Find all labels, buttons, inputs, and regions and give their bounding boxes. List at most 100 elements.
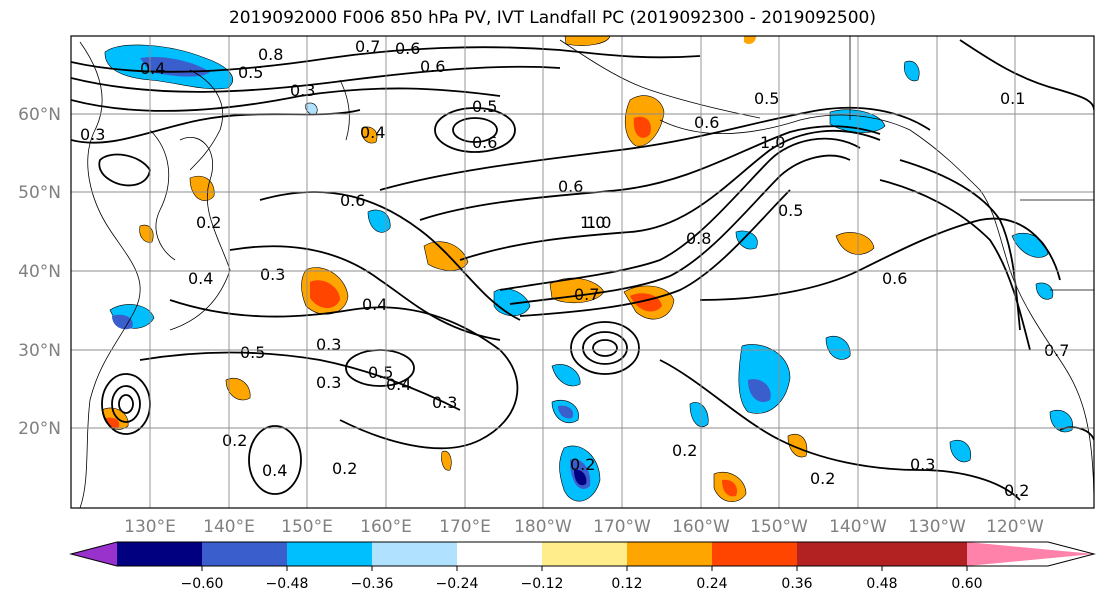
contour-label: 0.2 xyxy=(672,441,697,460)
contour-label: 0.4 xyxy=(362,295,387,314)
contour-28 xyxy=(248,425,302,495)
contour-label: 1.0 xyxy=(580,213,605,232)
colorbar-extend-right xyxy=(967,542,1094,566)
contour-24 xyxy=(659,359,1021,501)
lon-label: 130°W xyxy=(908,517,966,537)
contour-10 xyxy=(499,137,861,291)
colorbar-segment xyxy=(287,542,372,566)
contour-label: 0.3 xyxy=(290,81,315,100)
colorbar-segment xyxy=(457,542,542,566)
contour-label: 0.1 xyxy=(1000,89,1025,108)
contour-label: 0.7 xyxy=(355,37,380,56)
shade-neg-12 xyxy=(689,402,709,428)
pv-shading-layer xyxy=(101,36,1073,502)
contour-label: 0.8 xyxy=(258,45,283,64)
contour-label: 0.6 xyxy=(340,191,365,210)
colorbar-tick-label: −0.60 xyxy=(181,576,224,592)
graticule-layer xyxy=(71,36,1094,508)
colorbar-tick-labels: −0.60 −0.48 −0.36 −0.24 −0.12 0.12 0.24 … xyxy=(181,576,983,592)
contour-label: 0.6 xyxy=(558,177,583,196)
lon-label: 160°W xyxy=(672,517,730,537)
contour-label: 0.8 xyxy=(686,229,711,248)
lat-label: 60°N xyxy=(18,105,61,125)
shade-pos-3 xyxy=(189,176,215,201)
shade-neg-13-core xyxy=(574,469,587,486)
lon-label: 130°E xyxy=(124,517,176,537)
contour-label: 0.3 xyxy=(316,335,341,354)
contour-label: 0.6 xyxy=(694,113,719,132)
contour-label: 0.2 xyxy=(196,213,221,232)
na-west-coast xyxy=(659,114,1094,508)
contour-label: 0.2 xyxy=(222,431,247,450)
lon-label: 140°W xyxy=(829,517,887,537)
colorbar-segment xyxy=(797,542,882,566)
lon-label: 160°E xyxy=(360,517,412,537)
shade-neg-8 xyxy=(551,364,581,387)
colorbar-outline xyxy=(69,541,1096,567)
contour-label: 0.3 xyxy=(910,455,935,474)
contour-label: 0.6 xyxy=(420,57,445,76)
colorbar-segment xyxy=(627,542,712,566)
contour-16 xyxy=(139,351,461,411)
colorbar-tick-label: 0.60 xyxy=(951,576,982,592)
colorbar-segment-last xyxy=(882,542,967,566)
colorbar-segment xyxy=(372,542,457,566)
lat-label: 30°N xyxy=(18,341,61,361)
lat-label: 50°N xyxy=(18,183,61,203)
shade-pos-2-core xyxy=(633,116,651,138)
shade-neg-15 xyxy=(1035,282,1054,300)
kamchatka-coast xyxy=(339,79,350,141)
contour-label: 0.2 xyxy=(810,469,835,488)
colorbar-segment xyxy=(712,542,797,566)
contour-label: 1.0 xyxy=(586,213,611,232)
lon-label: 120°W xyxy=(986,517,1044,537)
colorbar-tick-label: 0.24 xyxy=(696,576,727,592)
contour-11 xyxy=(509,154,851,305)
contour-12 xyxy=(519,189,791,317)
contour-label: 0.3 xyxy=(316,373,341,392)
colorbar-extend-left xyxy=(71,542,117,566)
contour-14 xyxy=(229,245,501,341)
contour-label: 0.5 xyxy=(472,97,497,116)
coastline-layer xyxy=(79,36,1094,508)
colorbar-tick-label: −0.12 xyxy=(521,576,564,592)
contour-25 xyxy=(699,217,1061,301)
map-frame xyxy=(70,35,1095,509)
sakhalin-coast xyxy=(189,69,224,171)
contour-22 xyxy=(111,385,141,423)
shade-pos-16 xyxy=(744,36,756,44)
contour-08 xyxy=(419,125,881,221)
shade-pos-4 xyxy=(423,241,469,271)
contour-30 xyxy=(98,153,151,187)
lat-label-group: 60°N 50°N 40°N 30°N 20°N xyxy=(18,105,61,439)
colorbar-tick-label: 0.12 xyxy=(611,576,642,592)
lon-label: 150°W xyxy=(750,517,808,537)
shade-neg-3 xyxy=(904,60,920,82)
shade-neg-11 xyxy=(825,336,851,360)
contour-label: 0.6 xyxy=(395,39,420,58)
contour-label-layer: 0.8 0.7 0.6 0.4 0.5 0.3 0.6 0.5 0.6 0.6 … xyxy=(80,37,1069,500)
map-title: 2019092000 F006 850 hPa PV, IVT Landfall… xyxy=(228,8,876,28)
contour-label: 0.4 xyxy=(140,59,165,78)
lon-label: 170°W xyxy=(593,517,651,537)
shade-pos-5-core xyxy=(310,280,340,309)
lon-label: 140°E xyxy=(203,517,255,537)
contour-label: 0.5 xyxy=(368,363,393,382)
shade-pos-8 xyxy=(835,232,875,255)
pv-contour-layer xyxy=(71,39,1094,501)
contour-03 xyxy=(71,87,501,112)
contour-label: 0.5 xyxy=(238,63,263,82)
alaska-north-coast xyxy=(559,39,761,119)
colorbar-tick-label: −0.36 xyxy=(351,576,394,592)
japan-coast xyxy=(169,137,231,331)
colorbar-ticks xyxy=(201,566,968,571)
contour-label: 0.3 xyxy=(80,125,105,144)
contour-29 xyxy=(959,39,1094,111)
lon-label: 170°E xyxy=(439,517,491,537)
lon-label-group: 130°E 140°E 150°E 160°E 170°E 180°W 170°… xyxy=(124,517,1044,537)
shade-pos-13-core xyxy=(722,479,738,497)
contour-label: 0.7 xyxy=(574,285,599,304)
contour-label: 0.5 xyxy=(240,343,265,362)
contour-label: 0.6 xyxy=(472,133,497,152)
